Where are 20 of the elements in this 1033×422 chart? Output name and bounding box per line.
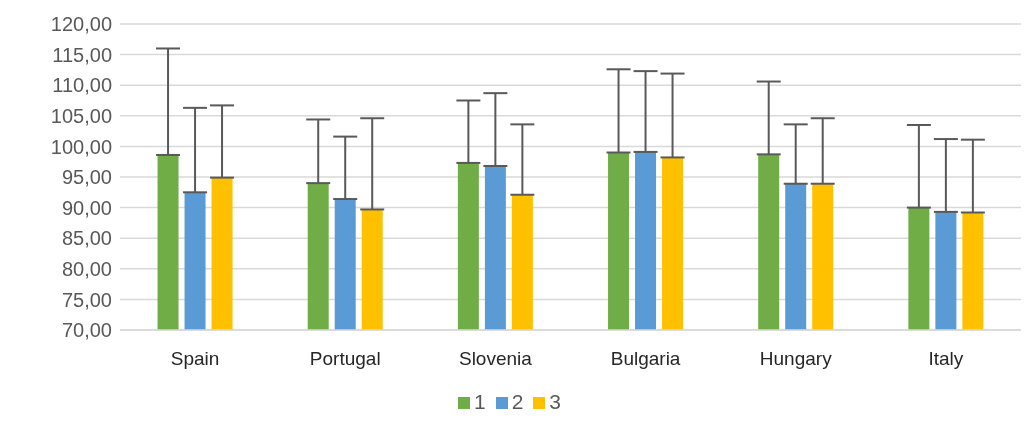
legend-label: 1 — [473, 390, 486, 413]
legend-label: 3 — [549, 390, 562, 413]
y-tick-label: 80,00 — [61, 257, 112, 280]
y-tick-label: 120,00 — [50, 13, 112, 36]
y-tick-label: 85,00 — [61, 227, 112, 250]
y-tick-label: 95,00 — [61, 166, 112, 189]
y-tick-label: 115,00 — [52, 43, 112, 66]
y-tick-label: 100,00 — [50, 135, 112, 158]
y-tick-label: 110,00 — [52, 74, 112, 97]
y-tick-label: 90,00 — [61, 196, 112, 219]
x-tick-label: Slovenia — [458, 348, 533, 370]
legend-label: 2 — [511, 390, 524, 413]
x-tick-label: Bulgaria — [610, 348, 681, 370]
x-tick-label: Hungary — [759, 348, 833, 370]
y-tick-label: 70,00 — [61, 319, 112, 342]
y-tick-label: 105,00 — [50, 104, 112, 127]
x-tick-label: Italy — [928, 348, 964, 370]
x-tick-label: Spain — [170, 348, 220, 370]
y-tick-label: 75,00 — [61, 288, 112, 311]
x-tick-label: Portugal — [309, 348, 381, 370]
